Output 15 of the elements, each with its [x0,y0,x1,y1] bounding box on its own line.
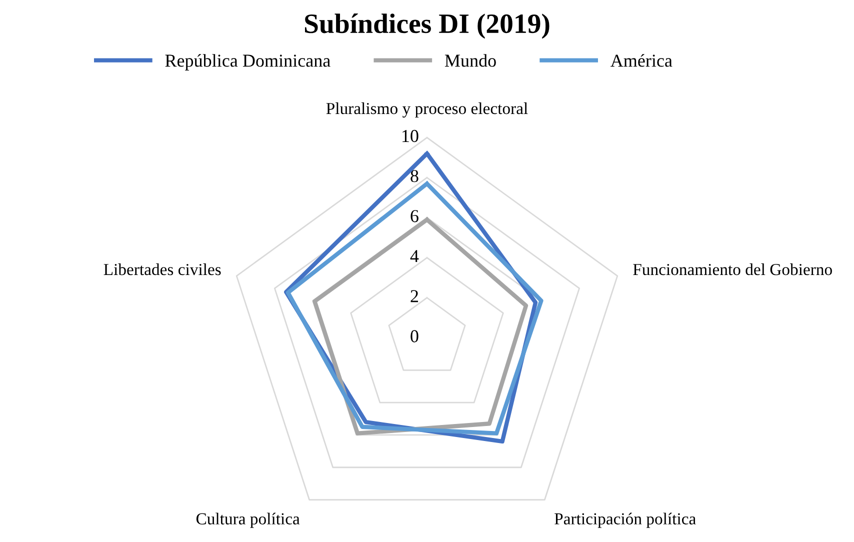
y-tick-label: 8 [410,170,418,182]
y-tick-label: 2 [410,290,418,302]
chart-title: Subíndices DI (2019) [305,14,550,39]
y-tick-label: 0 [410,330,418,342]
legend-label: Mundo [444,54,496,67]
spoke-label: Funcionamiento del Gobierno [633,263,832,276]
spoke-label: Pluralismo y proceso electoral [326,102,528,118]
y-tick-label: 6 [410,210,418,222]
spoke-label: Cultura política [196,512,300,528]
y-tick-label: 10 [402,130,418,142]
spoke-label: Participación política [554,512,696,528]
legend-label: América [610,54,672,67]
spoke-label: Libertades civiles [104,263,221,276]
y-tick-label: 4 [410,250,419,262]
legend-label: República Dominicana [165,54,330,70]
